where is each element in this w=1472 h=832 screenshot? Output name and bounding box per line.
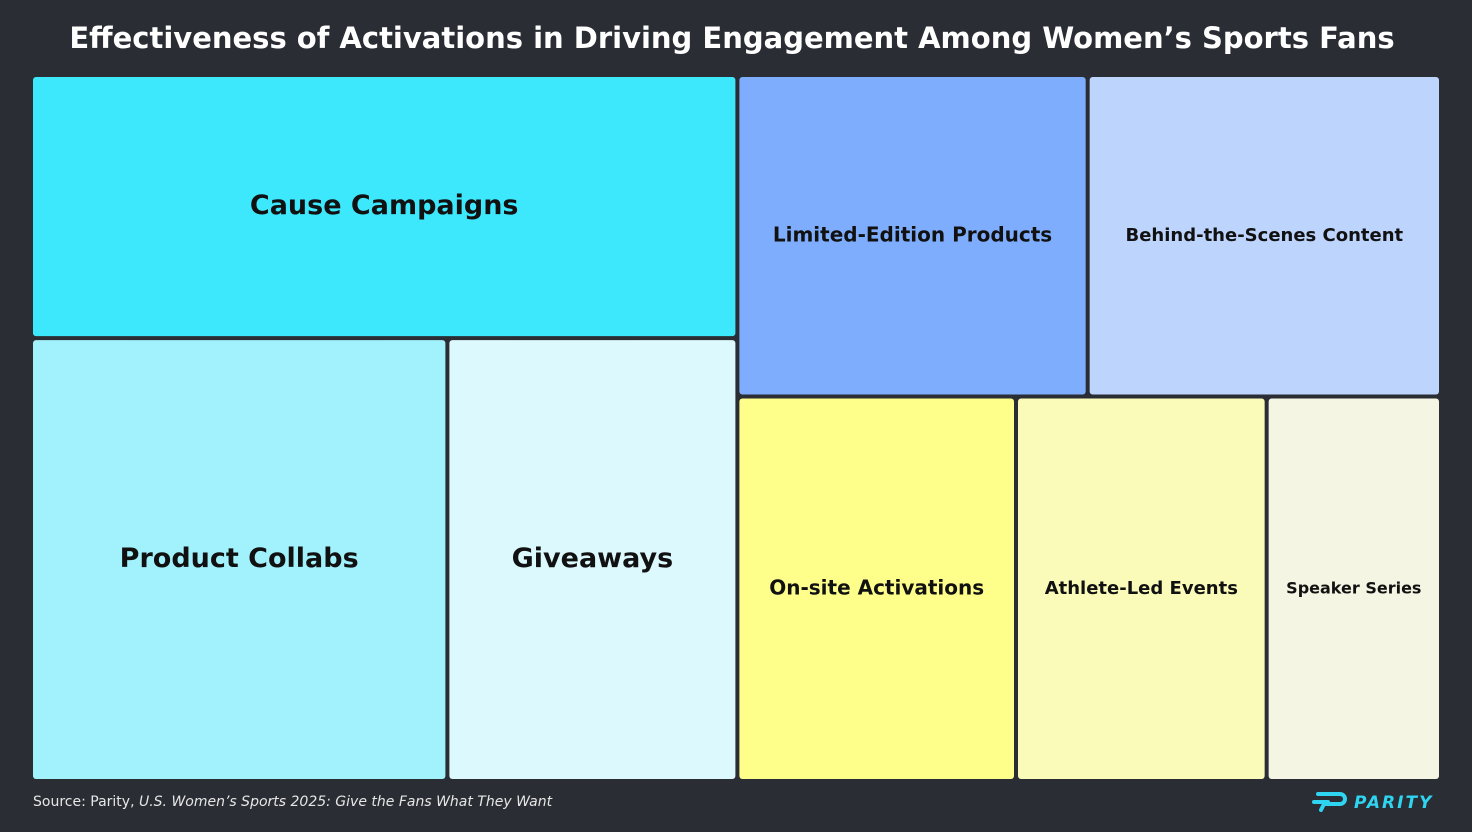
tile — [1089, 77, 1439, 395]
logo-text: PARITY — [1354, 793, 1433, 813]
source-note: Source: Parity, U.S. Women’s Sports 2025… — [33, 794, 553, 810]
tile — [739, 398, 1015, 779]
tile-label: Behind-the-Scenes Content — [1126, 225, 1404, 246]
tile-label: Speaker Series — [1286, 578, 1421, 597]
chart-title: Effectiveness of Activations in Driving … — [69, 21, 1394, 55]
logo-icon — [1312, 792, 1347, 812]
tile-label: Cause Campaigns — [250, 190, 519, 221]
tile-label: Product Collabs — [120, 543, 359, 574]
tile — [449, 340, 736, 779]
tile-label: Giveaways — [512, 543, 674, 574]
tile-label: Athlete-Led Events — [1045, 578, 1238, 599]
tile — [1268, 398, 1439, 779]
tile-label: On-site Activations — [769, 575, 984, 599]
source-prefix: Source: Parity, — [33, 794, 135, 810]
tile — [1018, 398, 1265, 779]
source-title: U.S. Women’s Sports 2025: Give the Fans … — [139, 794, 553, 810]
treemap: Cause Campaigns Product Collabs Giveaways L… — [33, 77, 1439, 779]
logo-mark — [1316, 792, 1347, 812]
tile — [739, 77, 1086, 395]
tile-label: Limited-Edition Products — [773, 222, 1052, 246]
tile — [33, 340, 446, 779]
tile — [33, 77, 736, 337]
